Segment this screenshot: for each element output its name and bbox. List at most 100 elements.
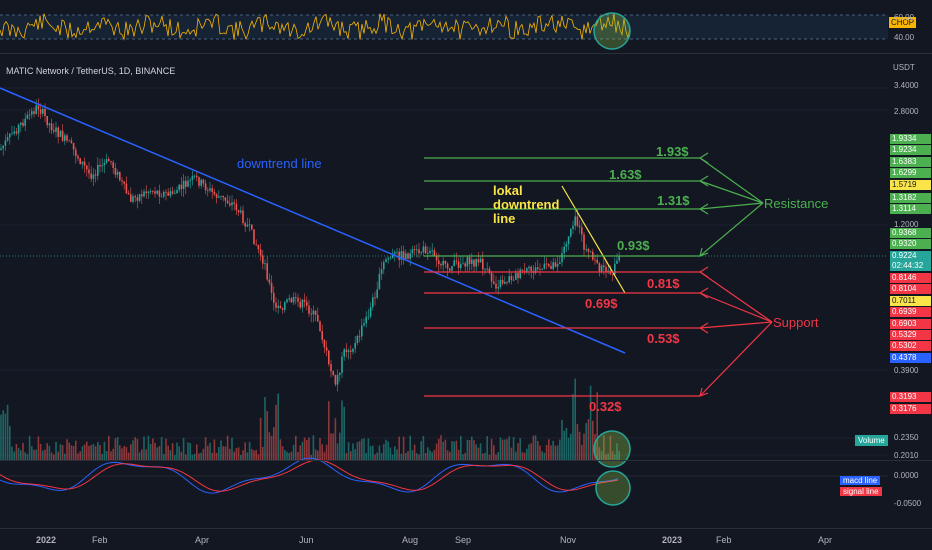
candle-body <box>13 131 15 134</box>
volume-badge: Volume <box>855 435 888 446</box>
candle-body <box>380 269 383 274</box>
candle-body <box>75 149 77 157</box>
resistance-level-label: 1.63$ <box>609 167 642 182</box>
candle-body <box>594 259 596 261</box>
candle-body <box>442 260 444 266</box>
candle-body <box>565 243 568 247</box>
candle-body <box>589 251 592 253</box>
candle-body <box>226 200 229 204</box>
volume-bar <box>39 443 42 460</box>
candle-body <box>24 118 26 126</box>
volume-bar <box>127 452 130 460</box>
volume-bar <box>374 454 376 460</box>
volume-bar <box>424 452 427 460</box>
volume-bar <box>314 449 317 460</box>
candle-body <box>343 349 345 357</box>
candle-body <box>374 297 376 299</box>
candle-body <box>116 171 119 175</box>
price-badge-countdown: 02:44:32 <box>890 261 931 271</box>
candle-body <box>110 161 112 163</box>
volume-bar <box>114 438 117 460</box>
volume-bar <box>86 441 88 460</box>
candle-body <box>127 193 130 195</box>
candle-body <box>453 260 455 266</box>
volume-bar <box>488 454 491 460</box>
volume-bar <box>581 444 583 460</box>
candle-body <box>53 130 55 132</box>
volume-bar <box>119 445 121 460</box>
time-label: Sep <box>455 535 472 545</box>
time-label: Apr <box>195 535 210 545</box>
volume-bar <box>446 450 449 460</box>
candle-body <box>176 190 178 194</box>
candle-body <box>248 224 251 226</box>
volume-bar <box>308 437 310 460</box>
volume-bar <box>92 444 95 460</box>
price-badge: 0.7011 <box>890 296 931 306</box>
candle-body <box>143 191 145 197</box>
candle-body <box>446 263 449 269</box>
volume-bar <box>270 436 273 460</box>
volume-bar <box>438 438 440 460</box>
volume-bar <box>72 445 75 460</box>
volume-bar <box>26 454 29 460</box>
candle-body <box>28 114 31 116</box>
candle-body <box>55 127 57 132</box>
candle-body <box>422 246 425 253</box>
candle-body <box>257 245 260 250</box>
volume-bar <box>576 423 579 460</box>
candle-body <box>202 179 205 184</box>
candle-body <box>66 135 68 141</box>
volume-bar <box>163 453 165 460</box>
volume-bar <box>484 452 486 460</box>
volume-bar <box>81 446 84 460</box>
volume-bar <box>123 445 125 460</box>
volume-bar <box>187 442 189 460</box>
volume-bar <box>259 417 262 460</box>
symbol-title[interactable]: MATIC Network / TetherUS, 1D, BINANCE <box>6 66 176 76</box>
volume-bar <box>396 449 398 460</box>
pane-separator[interactable] <box>0 53 932 54</box>
candle-body <box>354 342 356 349</box>
downtrend-annotation: downtrend line <box>237 156 322 171</box>
volume-bar <box>457 449 460 460</box>
candle-body <box>512 279 515 281</box>
candle-body <box>330 364 332 372</box>
volume-bar <box>31 446 33 460</box>
candle-body <box>598 263 601 272</box>
candle-body <box>209 188 211 191</box>
candle-body <box>224 197 227 201</box>
candles <box>0 98 620 392</box>
candle-body <box>550 266 552 270</box>
candle-body <box>123 181 125 184</box>
volume-bar <box>332 433 334 460</box>
volume-bar <box>277 393 279 460</box>
candle-body <box>15 131 18 134</box>
volume-bar <box>17 447 20 460</box>
volume-bar <box>253 450 255 460</box>
volume-bar <box>244 442 246 460</box>
volume-bar <box>506 439 508 460</box>
volume-bar <box>61 445 64 460</box>
candle-body <box>77 156 79 159</box>
volume-bar <box>110 451 112 460</box>
volume-bar <box>2 410 4 460</box>
candle-body <box>145 191 147 194</box>
candle-body <box>79 158 81 165</box>
pane-separator[interactable] <box>0 528 932 529</box>
candle-body <box>376 289 378 298</box>
price-axis-label: 0.3900 <box>894 366 919 375</box>
candle-body <box>363 323 365 326</box>
candle-body <box>200 179 202 186</box>
volume-bar <box>460 435 462 460</box>
candle-body <box>167 192 169 196</box>
currency-label[interactable]: USDT <box>893 63 915 72</box>
volume-bar <box>486 436 488 460</box>
pane-separator[interactable] <box>0 460 932 461</box>
volume-bar <box>561 419 563 460</box>
volume-bar <box>160 437 163 460</box>
candle-body <box>418 249 420 254</box>
candle-body <box>246 224 249 227</box>
volume-bar <box>167 445 169 460</box>
candle-body <box>473 259 475 267</box>
